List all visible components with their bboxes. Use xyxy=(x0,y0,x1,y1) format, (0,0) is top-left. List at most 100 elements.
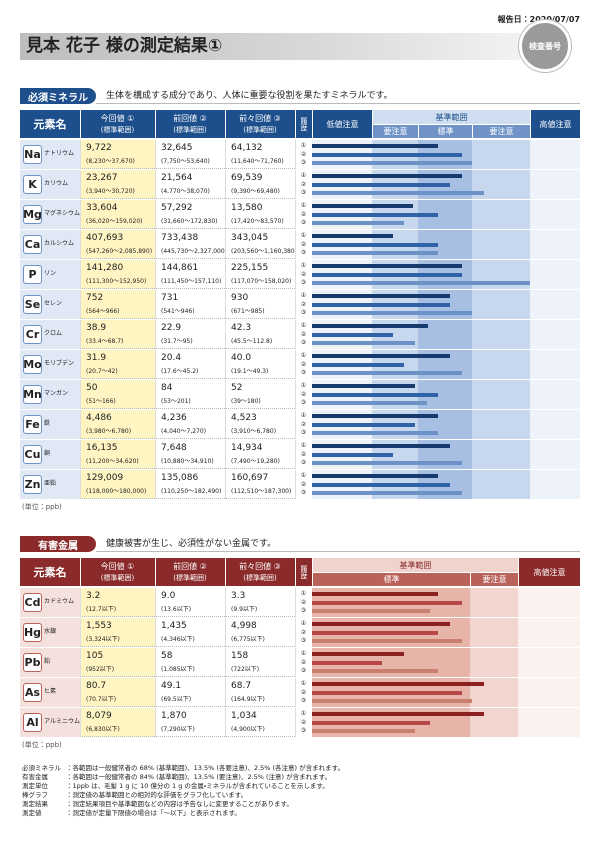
element-name: カルシウム xyxy=(44,240,75,247)
value: 733,438 xyxy=(161,233,199,243)
chart-zone xyxy=(472,380,530,409)
chart-zone xyxy=(472,200,530,229)
range: (12.7以下) xyxy=(86,606,117,613)
chart-zone xyxy=(530,170,580,199)
value: 22.9 xyxy=(161,323,182,333)
history-mark: ② xyxy=(300,628,307,636)
element-name: モリブデン xyxy=(44,360,75,367)
history-mark: ③ xyxy=(300,429,307,436)
history-bar xyxy=(312,609,430,613)
value: 144,861 xyxy=(161,263,199,273)
value: 4,486 xyxy=(86,413,112,423)
history-bar xyxy=(312,682,484,686)
value-cell xyxy=(80,470,155,499)
history-mark: ② xyxy=(300,210,307,218)
range: (31.7～95) xyxy=(161,338,193,345)
history-bar xyxy=(312,161,472,165)
history-mark: ① xyxy=(300,202,307,209)
range: (671～985) xyxy=(231,308,265,315)
history-cell xyxy=(295,230,312,259)
chart-zone xyxy=(472,350,530,379)
element-symbol: As xyxy=(23,683,42,702)
history-bar xyxy=(312,720,430,725)
note-label: 測定結果 xyxy=(22,800,48,808)
value: 21,564 xyxy=(161,173,193,183)
history-bar xyxy=(312,311,472,315)
header-cell: 履歴 xyxy=(295,558,312,586)
history-cell xyxy=(295,200,312,229)
element-name: ナトリウム xyxy=(44,150,75,157)
history-bar xyxy=(312,431,438,435)
note-text: ：測定値の基準範囲との相対的な評価をグラフ化しています。 xyxy=(66,791,248,799)
header-cell xyxy=(225,110,295,138)
range: (10,880～34,910) xyxy=(161,458,214,465)
history-cell xyxy=(295,410,312,439)
value: 68.7 xyxy=(231,681,252,691)
header-note: (標準範囲) xyxy=(100,573,135,582)
note-label: 棒グラフ xyxy=(22,791,48,799)
header-cell xyxy=(80,110,155,138)
header-cell: 履歴 xyxy=(295,110,312,138)
value: 13,580 xyxy=(231,203,263,213)
range: (17,420～83,570) xyxy=(231,218,284,225)
history-mark: ③ xyxy=(300,309,307,316)
value-cell xyxy=(80,290,155,319)
header-note: (標準範囲) xyxy=(243,125,277,134)
value: 52 xyxy=(231,383,243,393)
range: (445,730～2,327,000) xyxy=(161,248,228,255)
history-mark: ③ xyxy=(300,399,307,406)
history-bar xyxy=(312,712,484,716)
value-cell xyxy=(155,648,225,677)
header-cell: 要注意 xyxy=(472,124,530,138)
value-cell xyxy=(225,320,295,349)
range: (70.7以下) xyxy=(86,696,117,703)
range: (1,085以下) xyxy=(161,666,195,673)
history-bar xyxy=(312,371,462,375)
history-mark: ③ xyxy=(300,279,307,286)
history-mark: ② xyxy=(300,150,307,158)
value-cell xyxy=(225,230,295,259)
range: (4,346以下) xyxy=(161,636,195,643)
range: (20.7～42) xyxy=(86,368,118,375)
history-mark: ② xyxy=(300,480,307,488)
value-cell xyxy=(80,140,155,169)
range: (39～180) xyxy=(231,398,261,405)
value-cell xyxy=(225,678,295,707)
badge: 検査番号 xyxy=(519,20,571,72)
range: (722以下) xyxy=(231,666,260,673)
history-bar xyxy=(312,630,438,635)
range: (3,980～6,780) xyxy=(86,428,132,435)
range: (9.9以下) xyxy=(231,606,258,613)
value-cell xyxy=(225,200,295,229)
value: 33,604 xyxy=(86,203,118,213)
value-cell xyxy=(155,290,225,319)
history-mark: ③ xyxy=(300,219,307,226)
header-cell: 基準範囲 xyxy=(372,110,530,124)
history-cell xyxy=(295,140,312,169)
value-cell xyxy=(155,350,225,379)
range: (11,640～71,760) xyxy=(231,158,284,165)
value-cell xyxy=(80,440,155,469)
history-bar xyxy=(312,294,450,298)
chart-zone xyxy=(530,380,580,409)
history-cell xyxy=(295,290,312,319)
range: (3,910～6,780) xyxy=(231,428,277,435)
range: (7,290以下) xyxy=(161,726,195,733)
history-bar xyxy=(312,660,382,665)
history-mark: ① xyxy=(300,472,307,479)
element-symbol: Mo xyxy=(23,355,42,374)
value: 32,645 xyxy=(161,143,193,153)
value-cell xyxy=(80,618,155,647)
value: 7,648 xyxy=(161,443,187,453)
value: 8,079 xyxy=(86,711,112,721)
history-bar xyxy=(312,362,404,367)
value-cell xyxy=(80,320,155,349)
range: (547,260～2,085,890) xyxy=(86,248,153,255)
history-cell xyxy=(295,350,312,379)
history-bar xyxy=(312,332,393,337)
history-bar xyxy=(312,461,462,465)
chart-zone xyxy=(472,140,530,169)
history-bar xyxy=(312,592,438,596)
history-mark: ② xyxy=(300,450,307,458)
